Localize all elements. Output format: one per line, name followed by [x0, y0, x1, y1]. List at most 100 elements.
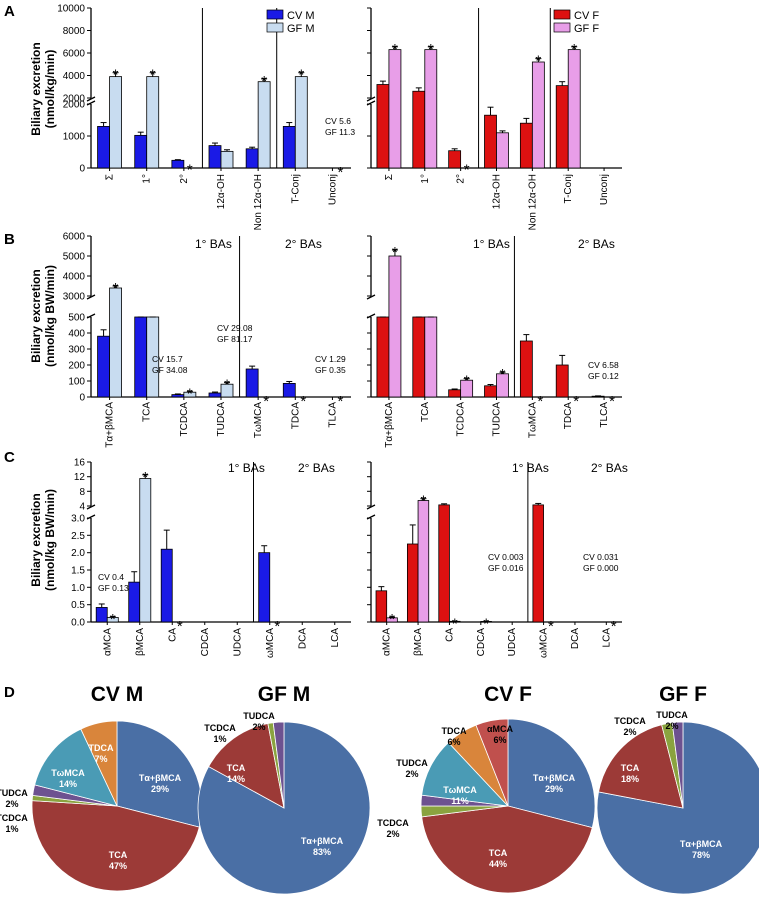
- pie-slice-label: TCDCA: [0, 813, 28, 823]
- legend-label: CV M: [287, 10, 315, 22]
- x-category-label: TDCA: [563, 402, 574, 430]
- significance-star: *: [274, 618, 280, 635]
- panel-letter-d: D: [4, 684, 15, 701]
- bar-cv-m-1: [128, 581, 141, 623]
- bar-cv-m-2: [160, 548, 173, 623]
- pie-slice-label: TUDCA: [243, 711, 275, 721]
- y-tick-label: 8000: [63, 26, 86, 37]
- bar-cv-m-3: [208, 145, 222, 169]
- x-category-label: DCA: [570, 628, 581, 649]
- y-tick-label: 100: [68, 377, 85, 388]
- pie-slice-percent: 2%: [5, 799, 18, 809]
- y-tick-label: 3.0: [71, 514, 85, 525]
- panel-letter-c: C: [4, 449, 15, 466]
- pie-slice-label: TDCA: [89, 743, 114, 753]
- y-tick-label: 500: [68, 313, 85, 324]
- pie-slice-label: TDCA: [442, 726, 467, 736]
- significance-star: *: [150, 67, 156, 84]
- x-category-label: DCA: [297, 628, 308, 649]
- y-tick-label: 12: [74, 472, 86, 483]
- section-label-secondary: 2° BAs: [285, 237, 322, 251]
- pie-slice-percent: 78%: [692, 850, 710, 860]
- section-label-primary: 1° BAs: [512, 461, 549, 475]
- pie-slice-label: Tα+βMCA: [139, 773, 182, 783]
- y-tick-label: 5000: [63, 252, 86, 263]
- pie-slice-percent: 2%: [252, 722, 265, 732]
- x-category-label: UDCA: [232, 628, 243, 657]
- y-label-a-line2: (nmol/kg/min): [43, 50, 57, 129]
- y-label-a-line1: Biliary excretion: [29, 42, 43, 135]
- pie-slice-percent: 83%: [313, 847, 331, 857]
- y-tick-label: 0: [79, 393, 85, 404]
- y-label-c-line1: Biliary excretion: [29, 493, 43, 586]
- annotation-cv: CV 5.6: [325, 116, 351, 126]
- pie-slice-label: TCDCA: [377, 818, 409, 828]
- pie-slice-D-GFM-3: [272, 721, 285, 809]
- significance-star: *: [392, 41, 398, 58]
- annotation-gf: GF 0.35: [315, 365, 346, 375]
- annotation-gf: GF 0.016: [488, 563, 524, 573]
- x-category-label: LCA: [601, 628, 612, 648]
- annotation-cv: CV 1.29: [315, 354, 346, 364]
- y-tick-label: 0: [79, 164, 85, 175]
- pie-slice-percent: 1%: [5, 824, 18, 834]
- significance-star: *: [113, 280, 119, 297]
- significance-star: *: [298, 67, 304, 84]
- axis-break-mark: [86, 504, 96, 510]
- annotation-cv: CV 0.031: [583, 552, 619, 562]
- pie-slice-label: TCA: [109, 850, 128, 860]
- bar-panel-C-male: 16 12 8 43.0 2.5 2.0 1.5 1.0 0.5 0.0 αMCA βMCA CA CDC…: [71, 458, 351, 658]
- pie-slice-percent: 29%: [545, 784, 563, 794]
- significance-star: *: [611, 618, 617, 635]
- pie-slice-percent: 18%: [621, 774, 639, 784]
- legend-label: GF M: [287, 23, 315, 35]
- pie-charts: CV MTα+βMCA29%TCA47%TCDCA1%TUDCA2%TωMCA1…: [0, 683, 759, 895]
- pie-title: CV F: [484, 683, 532, 706]
- x-category-label: TωMCA: [253, 402, 264, 438]
- pie-slice-percent: 2%: [386, 829, 399, 839]
- axis-break-mark: [366, 504, 376, 510]
- pie-slice-label: TCA: [621, 763, 640, 773]
- bar-gf-m-4: [257, 81, 271, 169]
- bar-gf-f-1: [417, 500, 430, 623]
- x-category-label: 1°: [420, 174, 431, 184]
- annotation-gf: GF 11.3: [325, 127, 355, 137]
- annotation-cv: CV 29.08: [217, 323, 253, 333]
- bar-gf-m-0: [109, 287, 122, 398]
- pie-slice-label: Tα+βMCA: [533, 773, 576, 783]
- y-tick-label: 2.5: [71, 531, 85, 542]
- pie-slice-D-CVF-6: [475, 718, 509, 807]
- bar-gf-f-3: [480, 621, 492, 623]
- pie-slice-label: TωMCA: [51, 768, 85, 778]
- pie-slice-label: αMCA: [487, 724, 514, 734]
- legend-label: GF F: [574, 23, 599, 35]
- pie-slice-percent: 6%: [493, 735, 506, 745]
- pie-slice-D-CVF-1: [421, 805, 593, 894]
- annotation-cv: CV 0.003: [488, 552, 524, 562]
- x-category-label: TCDCA: [179, 402, 190, 437]
- x-category-label: UDCA: [507, 628, 518, 657]
- bar-gf-m-1: [146, 76, 160, 169]
- pie-slice-label: TCDCA: [204, 723, 236, 733]
- x-category-label: 2°: [179, 174, 190, 184]
- bar-cv-m-0: [97, 335, 110, 398]
- pie-slice-percent: 2%: [665, 721, 678, 731]
- bar-cv-m-2: [171, 159, 185, 169]
- pie-slice-label: Tα+βMCA: [680, 839, 723, 849]
- x-category-label: CDCA: [200, 628, 211, 657]
- bar-cv-f-1: [412, 316, 426, 398]
- bar-cv-f-5: [555, 85, 569, 169]
- y-tick-label: 200: [68, 361, 85, 372]
- significance-star: *: [500, 366, 506, 383]
- annotation-cv: CV 15.7: [152, 354, 183, 364]
- section-label-secondary: 2° BAs: [591, 461, 628, 475]
- x-category-label: βMCA: [413, 628, 424, 656]
- significance-star: *: [389, 611, 395, 628]
- section-label-primary: 1° BAs: [195, 237, 232, 251]
- bar-cv-m-2: [171, 394, 185, 398]
- pie-slice-percent: 14%: [227, 774, 245, 784]
- bar-gf-f-1: [424, 49, 438, 169]
- significance-star: *: [177, 618, 183, 635]
